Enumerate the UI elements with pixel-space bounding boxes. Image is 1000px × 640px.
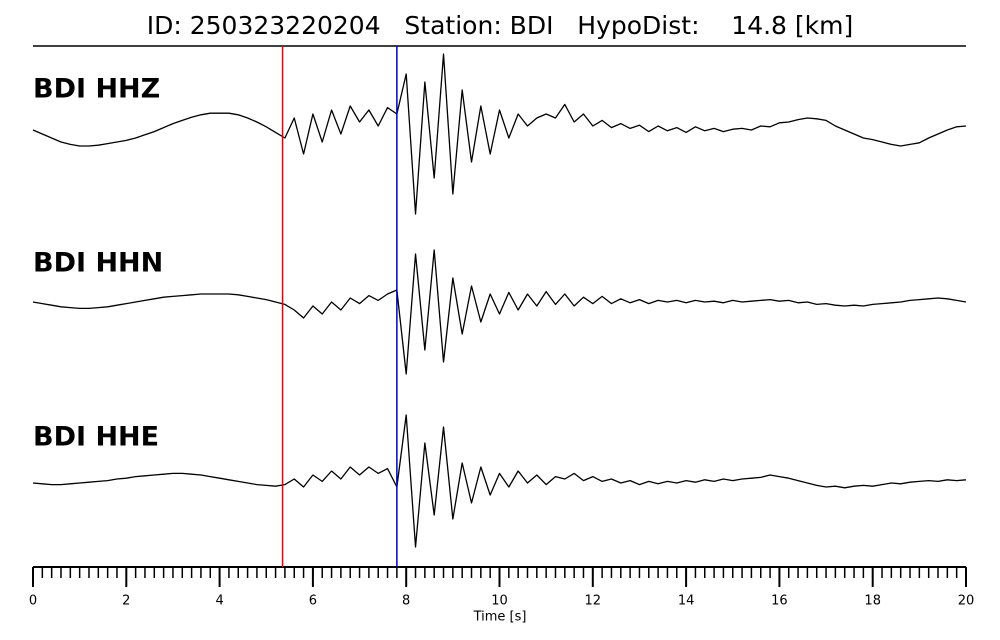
x-tick-label: 20	[958, 594, 975, 609]
waveform	[32, 53, 967, 215]
chart-title: ID: 250323220204 Station: BDI HypoDist: …	[147, 11, 854, 40]
x-tick-label: 6	[309, 594, 317, 609]
x-tick-label: 18	[864, 594, 881, 609]
trace-label: BDI HHE	[33, 422, 159, 453]
x-axis-label: Time [s]	[473, 610, 527, 625]
x-tick-label: 0	[29, 594, 37, 609]
x-tick-label: 8	[402, 594, 410, 609]
x-tick-label: 12	[585, 594, 602, 609]
x-tick-label: 14	[678, 594, 695, 609]
trace-label: BDI HHN	[33, 248, 163, 279]
x-tick-label: 4	[215, 594, 223, 609]
x-tick-label: 10	[491, 594, 508, 609]
x-tick-label: 2	[122, 594, 130, 609]
waveform	[32, 414, 967, 548]
waveform	[32, 249, 967, 375]
trace-label: BDI HHZ	[33, 74, 160, 105]
x-tick-label: 16	[771, 594, 788, 609]
